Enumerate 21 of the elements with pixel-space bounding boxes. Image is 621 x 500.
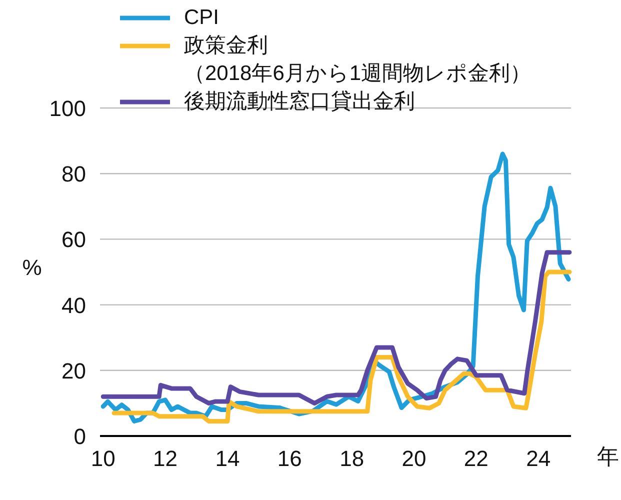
y-tick-label: 20 (62, 358, 86, 384)
y-tick-label: 0 (74, 424, 86, 449)
line-series (100, 250, 572, 406)
y-tick-label: 80 (62, 162, 86, 187)
x-tick-label: 22 (464, 446, 488, 471)
y-tick-label: 100 (49, 96, 86, 121)
x-tick-label: 14 (215, 446, 240, 471)
x-tick-label: 24 (526, 446, 551, 471)
y-tick-label: 40 (62, 292, 86, 318)
y-axis-title: % (22, 255, 42, 280)
x-tick-label: 16 (277, 446, 302, 471)
legend-label: 政策金利（2018年6月から1週間物レポ金利） (184, 33, 532, 87)
x-axis-title: 年 (597, 444, 619, 469)
x-tick-label: 18 (340, 446, 364, 471)
x-tick-label: 10 (90, 446, 116, 471)
line-series (112, 270, 572, 424)
x-tick-label: 20 (402, 446, 426, 471)
legend-label: 後期流動性窓口貸出金利 (184, 89, 416, 115)
x-tick-label: 12 (153, 446, 178, 471)
y-tick-label: 60 (62, 227, 86, 252)
legend-label: CPI (184, 5, 220, 31)
